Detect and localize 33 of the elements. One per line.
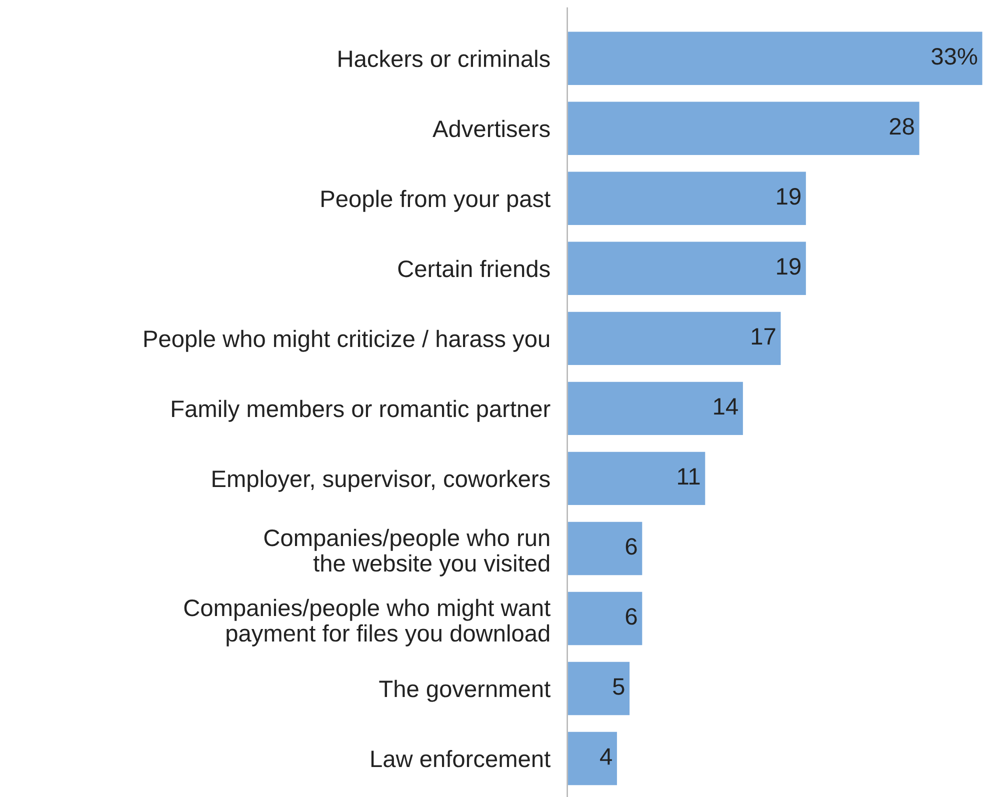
y-tick-label: Family members or romantic partner	[172, 400, 550, 422]
y-tick-label: Employer, supervisor, coworkers	[212, 470, 550, 492]
data-label: 33%	[932, 48, 978, 65]
bar	[567, 520, 644, 576]
bar	[567, 730, 618, 786]
bar	[567, 590, 644, 646]
data-label: 4	[600, 748, 612, 765]
y-tick-label: People from your past	[322, 190, 550, 212]
bar	[567, 100, 921, 156]
data-label: 6	[626, 608, 637, 625]
y-tick-label: People who might criticize / harass you	[144, 330, 550, 352]
data-label: 11	[678, 468, 700, 485]
y-tick-label: Certain friends	[398, 260, 550, 278]
data-label: 17	[752, 328, 776, 345]
data-label: 14	[714, 398, 738, 415]
data-label: 28	[890, 118, 914, 135]
y-tick-label: Companies/people who run the website you visited	[264, 528, 550, 576]
y-tick-label: Hackers or criminals	[338, 50, 550, 68]
y-tick-label: Law enforcement	[371, 750, 550, 768]
bar	[567, 310, 782, 366]
y-tick-label: Companies/people who might want payment for files you download	[184, 598, 550, 646]
bar	[567, 450, 707, 506]
bar	[567, 170, 808, 226]
data-label: 5	[613, 678, 624, 695]
bar	[567, 240, 808, 296]
y-tick-label: The government	[379, 680, 550, 702]
data-label: 6	[626, 538, 637, 555]
bar	[567, 660, 631, 716]
data-label: 19	[777, 258, 800, 275]
bar	[567, 380, 744, 436]
data-label: 19	[777, 188, 800, 205]
y-tick-label: Advertisers	[432, 120, 550, 138]
bar	[567, 30, 984, 86]
